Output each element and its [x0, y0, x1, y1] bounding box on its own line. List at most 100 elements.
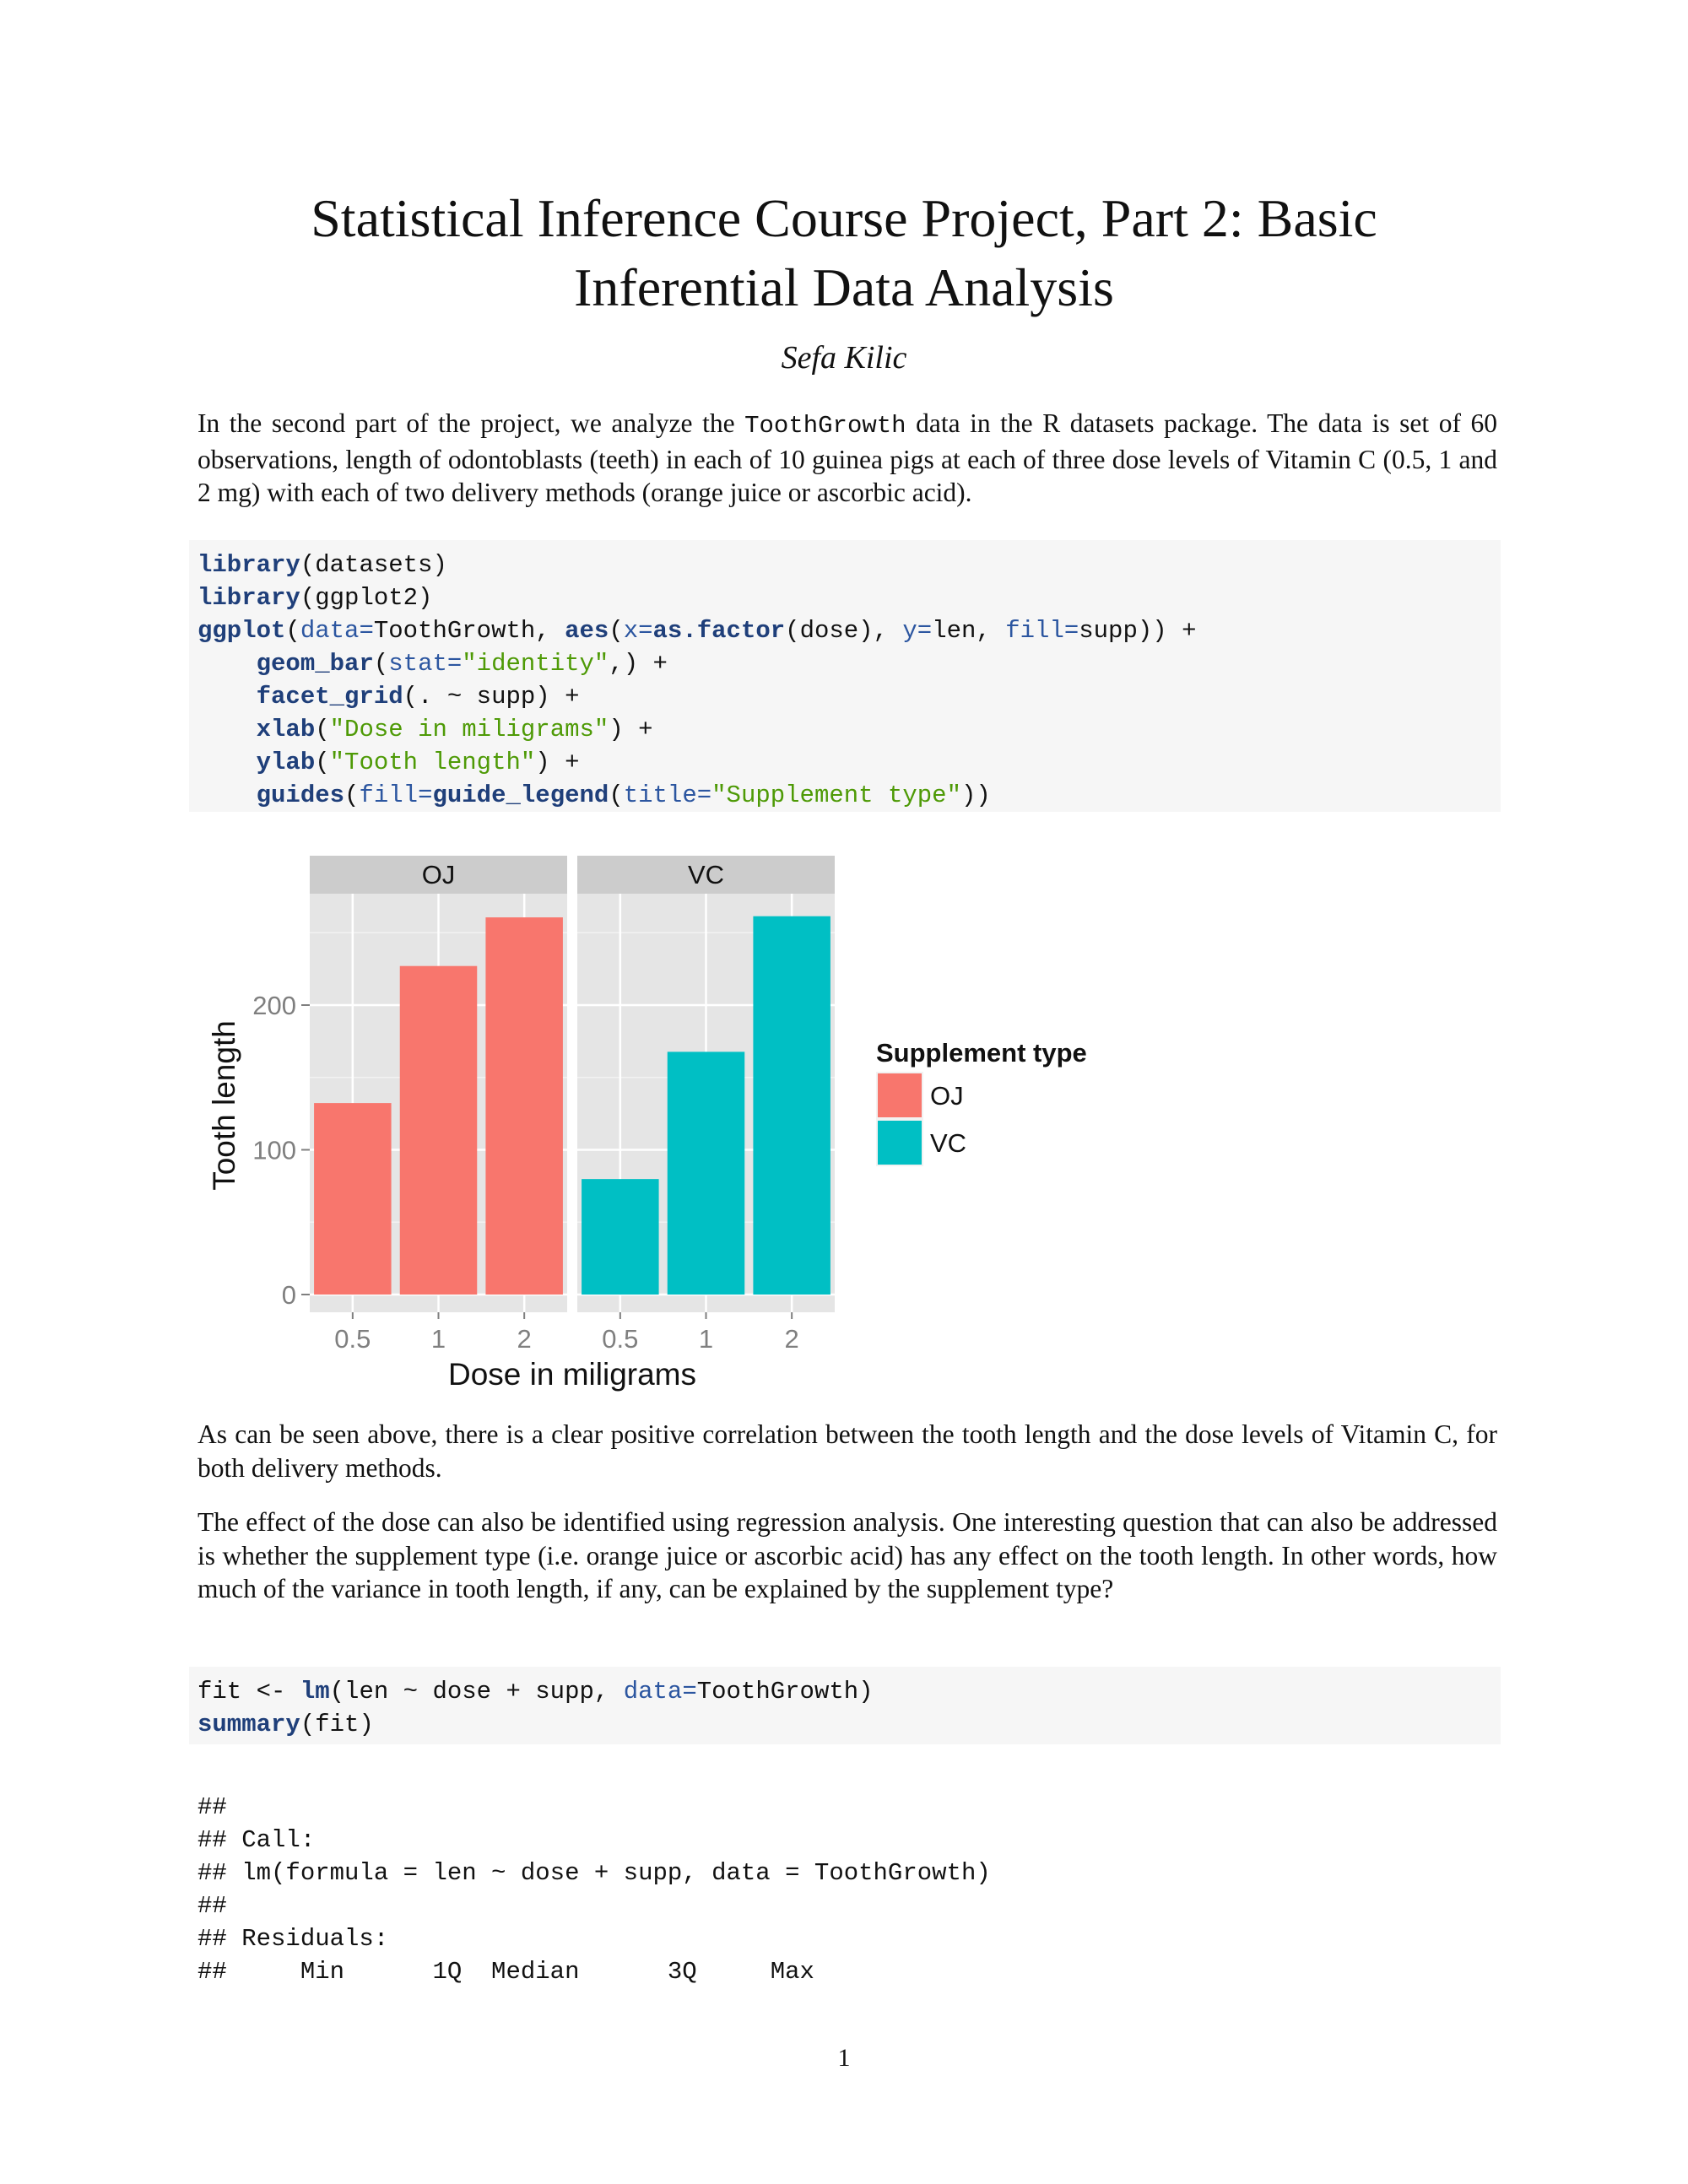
facet-strip-label: OJ — [422, 860, 456, 889]
legend-swatch-OJ — [878, 1073, 922, 1117]
code-token: as.factor — [652, 617, 786, 645]
code-token: supp)) + — [1079, 617, 1197, 645]
code-token: ) + — [609, 716, 653, 743]
code-token: fill= — [359, 781, 433, 809]
bar-VC-0.5 — [582, 1179, 659, 1295]
code-token — [197, 781, 257, 809]
code-token: x= — [623, 617, 653, 645]
code-token: library — [197, 584, 300, 612]
code-token: ToothGrowth, — [373, 617, 565, 645]
code-token: (datasets) — [300, 551, 447, 579]
facet-strip-label: VC — [688, 860, 724, 889]
legend-label-OJ: OJ — [930, 1081, 964, 1111]
legend-label-VC: VC — [930, 1128, 966, 1158]
x-tick-label: 1 — [431, 1324, 446, 1354]
code-token: fit <- — [197, 1678, 300, 1706]
code-token: summary — [197, 1711, 300, 1738]
code-token: (. ~ supp) + — [403, 683, 580, 711]
output-line: ## Call: — [197, 1826, 316, 1854]
code-block-plot-text: library(datasets) library(ggplot2) ggplo… — [189, 540, 1501, 820]
facet-strip — [577, 856, 835, 894]
code-token: xlab — [256, 716, 316, 743]
facet-strip — [310, 856, 567, 894]
code-token: title= — [623, 781, 712, 809]
paragraph-regression: The effect of the dose can also be ident… — [197, 1507, 1497, 1603]
code-token: ggplot — [197, 617, 286, 645]
regression-output-text: ## ## Call: ## lm(formula = len ~ dose +… — [197, 1791, 1497, 1988]
code-token: )) — [961, 781, 991, 809]
output-line: ## Residuals: — [197, 1925, 389, 1953]
code-token: (dose), — [785, 617, 903, 645]
regression-output: ## ## Call: ## lm(formula = len ~ dose +… — [197, 1791, 1497, 1988]
code-token: y= — [902, 617, 933, 645]
paper-title: Statistical Inference Course Project, Pa… — [169, 184, 1519, 322]
code-token: "identity" — [462, 650, 609, 678]
y-tick-label: 100 — [252, 1136, 296, 1165]
code-token: data= — [623, 1678, 697, 1706]
x-tick-label: 1 — [699, 1324, 713, 1354]
bar-OJ-0.5 — [314, 1103, 392, 1295]
bar-OJ-2 — [485, 917, 563, 1295]
bar-VC-1 — [667, 1051, 745, 1295]
code-token: "Tooth length" — [329, 749, 536, 776]
paragraph-correlation: As can be seen above, there is a clear p… — [197, 1419, 1497, 1483]
code-token: ( — [344, 781, 360, 809]
code-token: geom_bar — [256, 650, 374, 678]
code-token — [197, 716, 257, 743]
code-token: ToothGrowth) — [696, 1678, 874, 1706]
y-tick-label: 0 — [282, 1280, 296, 1310]
y-axis-title: Tooth length — [207, 1020, 241, 1191]
code-token — [197, 683, 257, 711]
tooth-growth-chart: OJ 0.5 1 2 VC 0.5 1 2 0 100 200 Dose in miligrams To… — [207, 856, 1087, 1392]
code-token: ( — [285, 617, 300, 645]
code-token: "Dose in miligrams" — [329, 716, 609, 743]
code-block-regression-text: fit <- lm(len ~ dose + supp, data=ToothG… — [189, 1667, 1501, 1749]
code-token: stat= — [388, 650, 463, 678]
x-tick-label: 2 — [785, 1324, 799, 1354]
x-axis-title: Dose in miligrams — [448, 1357, 696, 1392]
output-line: ## Min 1Q Median 3Q Max — [197, 1958, 814, 1986]
code-token: len, — [932, 617, 1006, 645]
code-token: ( — [315, 749, 330, 776]
code-token: ( — [609, 781, 624, 809]
intro-paragraph: In the second part of the project, we an… — [197, 407, 1497, 510]
code-token: data= — [300, 617, 374, 645]
code-token: (ggplot2) — [300, 584, 433, 612]
x-tick-label: 0.5 — [602, 1324, 638, 1354]
code-token: ,) + — [609, 650, 668, 678]
intro-text-2: data in the R datasets package. The data… — [197, 408, 1497, 507]
code-token — [197, 749, 257, 776]
code-token: (fit) — [300, 1711, 374, 1738]
code-token: ylab — [256, 749, 316, 776]
code-token: guides — [256, 781, 345, 809]
code-token: ( — [609, 617, 624, 645]
output-line: ## — [197, 1892, 227, 1920]
output-line: ## lm(formula = len ~ dose + supp, data … — [197, 1859, 991, 1887]
intro-text-1: In the second part of the project, we an… — [197, 408, 745, 438]
code-block-regression: fit <- lm(len ~ dose + supp, data=ToothG… — [189, 1667, 1501, 1744]
code-token: (len ~ dose + supp, — [329, 1678, 624, 1706]
code-token: ( — [373, 650, 389, 678]
title-line-2: Inferential Data Analysis — [574, 257, 1114, 317]
code-token: library — [197, 551, 300, 579]
page-number: 1 — [837, 2044, 851, 2072]
x-tick-label: 0.5 — [334, 1324, 371, 1354]
bar-OJ-1 — [399, 965, 478, 1295]
code-token: lm — [300, 1678, 330, 1706]
code-token: ) + — [535, 749, 580, 776]
legend-swatch-VC — [878, 1121, 922, 1165]
title-line-1: Statistical Inference Course Project, Pa… — [311, 188, 1377, 248]
intro-inline-code: ToothGrowth — [744, 412, 906, 440]
legend-title: Supplement type — [876, 1038, 1087, 1068]
code-token: guide_legend — [432, 781, 609, 809]
y-tick-label: 200 — [252, 991, 296, 1020]
x-tick-label: 2 — [517, 1324, 532, 1354]
output-line: ## — [197, 1793, 227, 1821]
code-token — [197, 650, 257, 678]
code-token: fill= — [1005, 617, 1079, 645]
code-token: facet_grid — [256, 683, 403, 711]
code-token: ( — [315, 716, 330, 743]
author: Sefa Kilic — [781, 340, 907, 376]
code-token: "Supplement type" — [711, 781, 961, 809]
code-block-plot: library(datasets) library(ggplot2) ggplo… — [189, 540, 1501, 812]
